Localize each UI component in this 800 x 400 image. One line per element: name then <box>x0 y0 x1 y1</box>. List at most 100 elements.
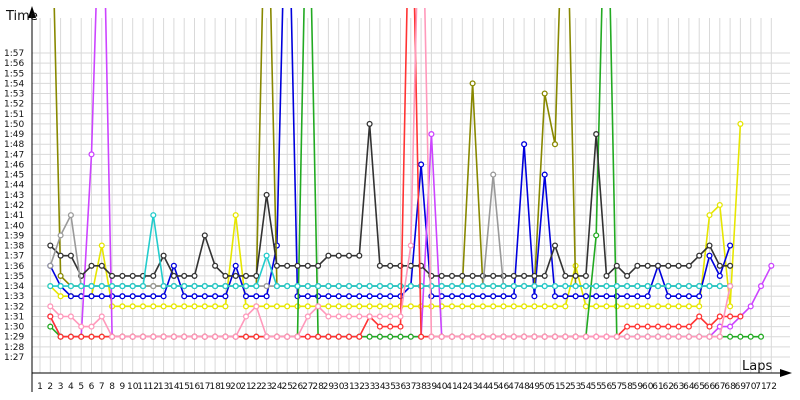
y-tick-label: 1:49 <box>4 130 24 140</box>
data-point <box>366 120 373 127</box>
data-point <box>593 293 600 300</box>
data-point <box>150 303 157 310</box>
data-point <box>387 283 394 290</box>
data-point <box>541 272 548 279</box>
data-point <box>768 262 775 269</box>
data-point <box>696 313 703 320</box>
data-point <box>696 293 703 300</box>
data-point <box>376 333 383 340</box>
data-point <box>88 283 95 290</box>
data-point <box>737 120 744 127</box>
data-point <box>242 303 250 310</box>
data-point <box>407 303 414 310</box>
data-point <box>119 293 126 300</box>
y-tick-label: 1:45 <box>4 171 24 181</box>
data-point <box>490 272 497 279</box>
x-tick-label: 48 <box>518 382 530 392</box>
x-tick-label: 44 <box>477 382 489 392</box>
data-point <box>232 333 239 340</box>
data-point <box>469 80 476 87</box>
data-point <box>253 272 260 279</box>
data-point <box>716 201 723 209</box>
y-tick-labels: 1:271:281:291:301:311:321:331:341:351:36… <box>4 49 24 363</box>
data-point <box>212 303 219 310</box>
data-point <box>242 293 250 300</box>
data-point <box>304 283 311 290</box>
data-point <box>572 272 579 279</box>
y-tick-label: 1:34 <box>4 282 24 292</box>
data-point <box>685 333 692 340</box>
data-point <box>356 283 363 290</box>
x-tick-label: 2 <box>47 382 53 392</box>
data-point <box>500 283 507 290</box>
data-point <box>510 283 517 290</box>
data-point <box>582 303 589 310</box>
x-tick-label: 18 <box>209 382 221 392</box>
data-point <box>521 283 528 290</box>
x-tick-label: 65 <box>693 382 704 392</box>
data-point <box>315 333 322 340</box>
data-point <box>727 242 734 249</box>
data-point <box>634 323 641 330</box>
data-point <box>397 323 404 330</box>
data-point <box>407 242 414 249</box>
data-point <box>325 333 332 340</box>
data-point <box>150 272 157 279</box>
data-point <box>603 293 610 300</box>
data-point <box>150 333 157 340</box>
data-point <box>562 293 569 300</box>
data-point <box>109 333 116 340</box>
data-point <box>727 262 734 269</box>
x-tick-label: 49 <box>529 382 541 392</box>
data-point <box>727 303 734 310</box>
x-tick-label: 11 <box>137 382 148 392</box>
data-point <box>727 313 734 320</box>
data-point <box>366 293 373 300</box>
data-point <box>263 252 270 259</box>
series-6 <box>47 120 734 279</box>
data-point <box>67 252 74 259</box>
data-point <box>242 283 250 290</box>
data-point <box>170 303 177 310</box>
data-point <box>232 283 239 290</box>
x-tick-label: 28 <box>312 382 324 392</box>
data-point <box>479 303 486 310</box>
data-point <box>644 303 651 310</box>
x-tick-label: 39 <box>426 382 438 392</box>
data-point <box>644 323 651 330</box>
data-point <box>78 333 85 340</box>
y-tick-label: 1:56 <box>4 59 24 69</box>
data-point <box>562 333 569 340</box>
data-point <box>644 262 651 269</box>
data-point <box>366 283 373 290</box>
data-point <box>479 333 486 340</box>
data-point <box>201 293 208 300</box>
x-tick-label: 59 <box>632 382 644 392</box>
data-point <box>201 232 208 239</box>
data-point <box>129 333 136 340</box>
data-point <box>150 293 157 300</box>
data-point <box>356 313 363 320</box>
data-point <box>304 293 311 300</box>
y-axis-arrow <box>28 6 36 18</box>
data-point <box>387 323 394 330</box>
data-point <box>294 333 301 340</box>
data-point <box>345 313 353 320</box>
data-point <box>644 293 651 300</box>
data-point <box>490 293 497 300</box>
data-point <box>624 333 631 340</box>
data-point <box>376 313 383 320</box>
data-point <box>222 283 229 290</box>
data-point <box>551 283 559 290</box>
data-point <box>459 293 466 300</box>
data-point <box>78 283 85 290</box>
data-point <box>747 333 754 340</box>
y-tick-label: 1:48 <box>4 140 24 150</box>
data-point <box>304 313 311 320</box>
y-tick-label: 1:38 <box>4 242 24 252</box>
data-point <box>88 333 95 340</box>
y-tick-label: 1:33 <box>4 292 24 302</box>
x-tick-label: 19 <box>220 382 232 392</box>
x-tick-label: 66 <box>704 382 716 392</box>
data-point <box>119 333 126 340</box>
